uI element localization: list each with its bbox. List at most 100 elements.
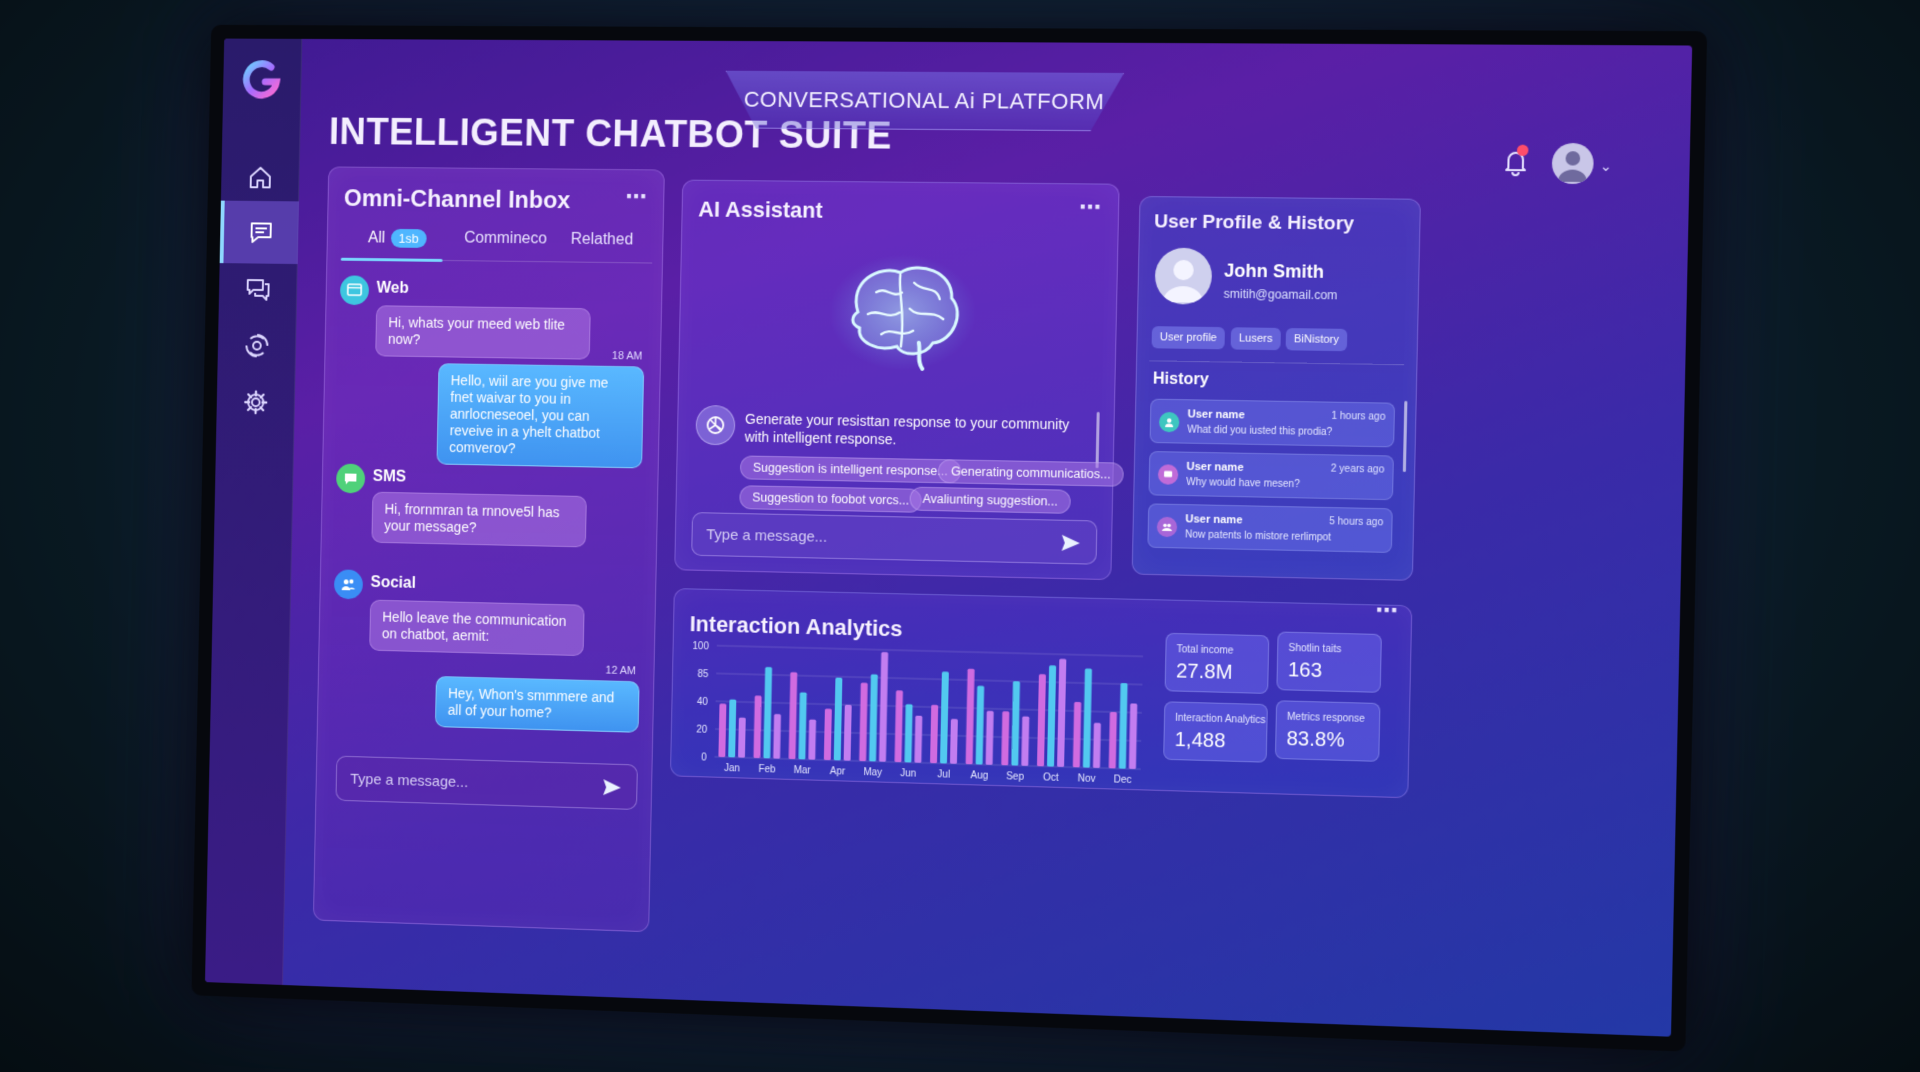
chart-bar[interactable] bbox=[1118, 682, 1128, 769]
chart-bar[interactable] bbox=[859, 682, 868, 762]
inbox-message-input[interactable]: Type a message... bbox=[335, 755, 638, 811]
chart-bar[interactable] bbox=[738, 717, 746, 758]
profile-tag[interactable]: User profile bbox=[1151, 326, 1226, 350]
chat-bubbles-icon bbox=[244, 274, 273, 304]
history-time: 2 years ago bbox=[1330, 463, 1385, 476]
chart-bar[interactable] bbox=[930, 704, 938, 764]
y-tick-label: 40 bbox=[697, 697, 709, 708]
chart-bar[interactable] bbox=[965, 668, 975, 765]
history-message: Why would have mesen? bbox=[1186, 476, 1300, 491]
chart-bar[interactable] bbox=[869, 674, 878, 762]
app-logo-icon[interactable] bbox=[240, 58, 283, 101]
platform-tab[interactable]: CONVERSATIONAL Ai PLATFORM bbox=[725, 71, 1124, 132]
chart-bar[interactable] bbox=[878, 652, 889, 762]
chart-bar[interactable] bbox=[1047, 665, 1057, 767]
profile-tag[interactable]: BiNistory bbox=[1285, 328, 1348, 352]
chart-bar[interactable] bbox=[808, 719, 817, 760]
sidebar-item-ai[interactable] bbox=[217, 314, 296, 378]
ai-more-icon[interactable]: ⋯ bbox=[1078, 194, 1103, 220]
tab-all[interactable]: All 1sb bbox=[368, 228, 427, 248]
web-channel-label: Web bbox=[376, 279, 409, 297]
x-tick-label: Feb bbox=[758, 764, 776, 776]
inbox-more-icon[interactable]: ⋯ bbox=[624, 183, 648, 209]
brain-icon bbox=[828, 253, 978, 372]
profile-tag[interactable]: Lusers bbox=[1230, 327, 1281, 351]
chart-bar[interactable] bbox=[823, 708, 832, 761]
chevron-down-icon[interactable]: ⌄ bbox=[1599, 157, 1613, 175]
analytics-title: Interaction Analytics bbox=[689, 611, 903, 642]
sidebar-item-messages[interactable] bbox=[219, 200, 299, 265]
chart-bar[interactable] bbox=[1072, 701, 1082, 768]
chart-bar[interactable] bbox=[939, 671, 949, 764]
avatar-person-icon bbox=[1557, 151, 1588, 183]
y-tick-label: 20 bbox=[696, 724, 708, 735]
gear-icon bbox=[241, 387, 270, 417]
x-tick-label: Nov bbox=[1078, 773, 1096, 785]
history-item[interactable]: User name 2 years ago Why would have mes… bbox=[1148, 451, 1394, 501]
x-tick-label: Dec bbox=[1114, 774, 1132, 786]
message-icon bbox=[247, 217, 276, 247]
suggestion-chip[interactable]: Avaliunting suggestion... bbox=[909, 486, 1072, 514]
ai-input-placeholder: Type a message... bbox=[706, 525, 828, 546]
chart-bar[interactable] bbox=[1128, 703, 1138, 770]
chart-bar[interactable] bbox=[1082, 668, 1092, 768]
chart-bar[interactable] bbox=[798, 692, 807, 760]
chart-bar[interactable] bbox=[1092, 722, 1101, 768]
social-channel-label: Social bbox=[370, 574, 417, 592]
ai-message-input[interactable]: Type a message... bbox=[691, 512, 1098, 565]
sidebar-item-settings[interactable] bbox=[216, 370, 295, 434]
x-tick-label: May bbox=[863, 767, 882, 779]
chart-bar[interactable] bbox=[763, 666, 773, 759]
tab-commineco[interactable]: Commineco bbox=[464, 229, 548, 248]
chart-bar[interactable] bbox=[894, 690, 903, 763]
x-tick-label: Jun bbox=[900, 768, 916, 780]
suggestion-chip[interactable]: Suggestion is intelligent response... bbox=[739, 455, 961, 484]
active-tab-indicator bbox=[340, 257, 443, 262]
chart-bar[interactable] bbox=[975, 685, 985, 765]
y-tick-label: 85 bbox=[697, 669, 709, 680]
interaction-analytics-panel: Interaction Analytics ⋯ 100 85 40 20 0 Jan Feb… bbox=[669, 588, 1413, 799]
user-avatar[interactable] bbox=[1551, 142, 1595, 185]
chart-bar[interactable] bbox=[1057, 658, 1067, 767]
send-icon[interactable] bbox=[1060, 532, 1083, 555]
suggestion-chip[interactable]: Suggestion to foobot vorcs... bbox=[739, 485, 923, 513]
history-users-icon bbox=[1156, 516, 1178, 538]
chart-bar[interactable] bbox=[773, 713, 781, 759]
chart-bar[interactable] bbox=[914, 715, 923, 764]
ai-avatar bbox=[695, 404, 736, 446]
sidebar bbox=[205, 38, 303, 985]
x-tick-label: Jan bbox=[724, 763, 740, 775]
chart-bar[interactable] bbox=[833, 677, 843, 761]
message-time: 18 AM bbox=[611, 350, 643, 363]
send-icon[interactable] bbox=[601, 776, 623, 798]
ai-response-text: Generate your resisttan response to your… bbox=[744, 410, 1070, 448]
chart-bar[interactable] bbox=[753, 695, 762, 759]
message-time: 12 AM bbox=[605, 664, 637, 678]
chart-bar[interactable] bbox=[985, 710, 994, 765]
chart-bar[interactable] bbox=[728, 699, 737, 758]
ai-scrollbar[interactable] bbox=[1095, 411, 1100, 469]
y-tick-label: 100 bbox=[692, 641, 709, 652]
chart-bar[interactable] bbox=[788, 672, 798, 760]
chart-bar[interactable] bbox=[1108, 711, 1117, 769]
suggestion-chip[interactable]: Generating communicatios... bbox=[937, 459, 1124, 487]
history-item[interactable]: User name 5 hours ago Now patents lo mis… bbox=[1147, 503, 1393, 553]
analytics-more-icon[interactable]: ⋯ bbox=[1374, 597, 1400, 624]
inbox-input-placeholder: Type a message... bbox=[350, 770, 469, 791]
chart-bar[interactable] bbox=[1001, 711, 1010, 766]
chart-bar[interactable] bbox=[718, 703, 727, 758]
metric-value: 1,488 bbox=[1174, 728, 1226, 753]
history-item[interactable]: User name 1 hours ago What did you iuste… bbox=[1149, 398, 1396, 448]
chart-bar[interactable] bbox=[1036, 674, 1046, 767]
chart-bar[interactable] bbox=[1021, 716, 1030, 766]
inbox-title: Omni-Channel Inbox bbox=[343, 185, 571, 215]
chart-bar[interactable] bbox=[949, 718, 958, 764]
sidebar-item-conversations[interactable] bbox=[218, 257, 297, 321]
chart-bar[interactable] bbox=[1011, 681, 1021, 766]
tab-relathed[interactable]: Relathed bbox=[570, 230, 634, 249]
chart-bar[interactable] bbox=[843, 704, 852, 761]
chart-bar[interactable] bbox=[904, 704, 914, 763]
history-chat-icon bbox=[1157, 464, 1179, 485]
history-scrollbar[interactable] bbox=[1402, 400, 1408, 472]
web-incoming-message: Hi, whats your meed web tlite now? bbox=[375, 305, 591, 360]
